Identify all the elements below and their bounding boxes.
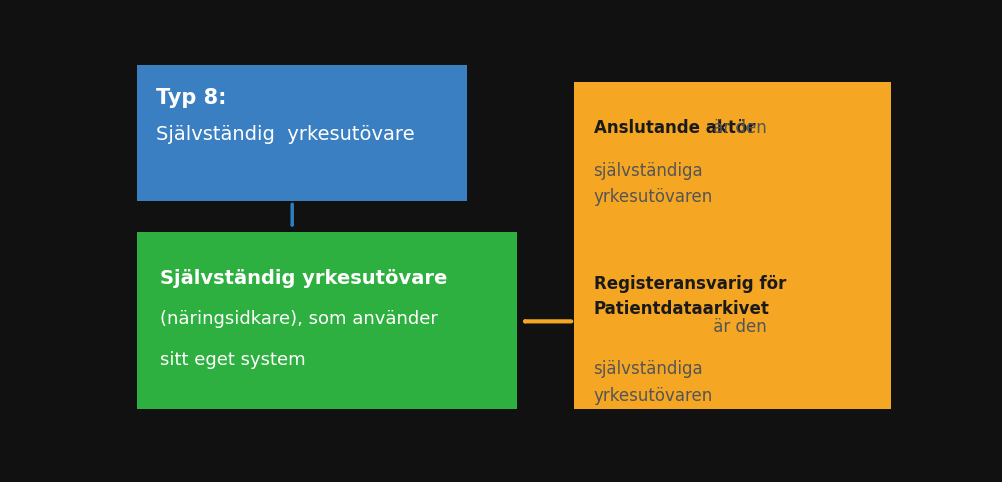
Text: Självständig  yrkesutövare: Självständig yrkesutövare [156,125,415,144]
FancyBboxPatch shape [137,65,467,201]
FancyBboxPatch shape [137,232,517,409]
Text: självständiga
yrkesutövaren: självständiga yrkesutövaren [593,361,712,405]
Text: Självständig yrkesutövare: Självständig yrkesutövare [160,269,448,288]
Text: Registeransvarig för
Patientdataarkivet: Registeransvarig för Patientdataarkivet [593,275,786,318]
Text: självständiga
yrkesutövaren: självständiga yrkesutövaren [593,162,712,206]
Text: sitt eget system: sitt eget system [160,351,306,369]
Text: är den: är den [708,318,768,335]
Text: Anslutande aktör: Anslutande aktör [593,119,756,137]
Text: Typ 8:: Typ 8: [156,88,226,107]
FancyBboxPatch shape [574,82,891,409]
Text: är den: är den [708,119,768,137]
Text: (näringsidkare), som använder: (näringsidkare), som använder [160,310,438,328]
